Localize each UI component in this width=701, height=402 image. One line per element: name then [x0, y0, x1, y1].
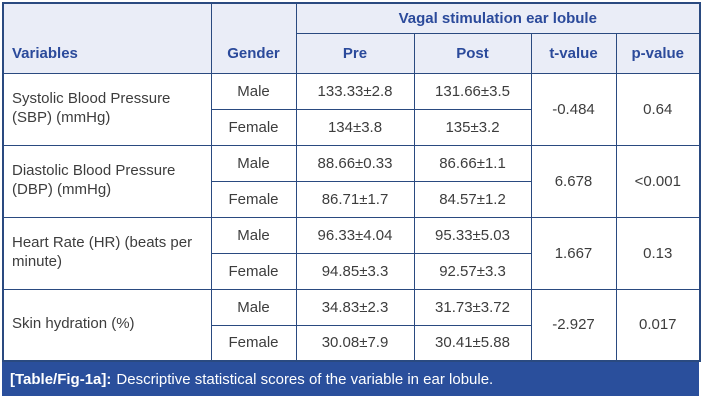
t-value-cell: 6.678 [530, 144, 617, 218]
p-value-cell: 0.64 [615, 72, 701, 146]
p-value-cell: <0.001 [615, 144, 701, 218]
gender-cell: Female [210, 252, 297, 290]
table-row: Skin hydration (%) Male 34.83±2.3 31.73±… [2, 288, 701, 362]
stats-table: Variables Gender Vagal stimulation ear l… [2, 2, 701, 362]
header-pre: Pre [295, 32, 415, 74]
value-cell-post: 31.73±3.72 [413, 288, 532, 326]
table-row: Diastolic Blood Pressure (DBP) (mmHg) Ma… [2, 144, 701, 218]
value-cell-post: 30.41±5.88 [413, 324, 532, 362]
value-cell-post: 95.33±5.03 [413, 216, 532, 254]
header-gender: Gender [210, 2, 297, 74]
table-row: Female 30.08±7.9 30.41±5.88 [3, 324, 700, 362]
value-cell-post: 86.66±1.1 [413, 144, 532, 182]
gender-cell: Male [210, 72, 297, 110]
caption-label: [Table/Fig-1a]: [10, 370, 112, 388]
gender-cell: Male [210, 288, 297, 326]
value-cell-pre: 34.83±2.3 [295, 288, 415, 326]
p-value-cell: 0.017 [615, 288, 701, 362]
table-row: Female 86.71±1.7 84.57±1.2 [3, 180, 700, 218]
header-variables: Variables [2, 2, 212, 74]
gender-cell: Female [210, 180, 297, 218]
t-value-cell: -2.927 [530, 288, 617, 362]
gender-cell: Male [210, 144, 297, 182]
table-row: Heart Rate (HR) (beats per minute) Male … [2, 216, 701, 290]
t-value-cell: 1.667 [530, 216, 617, 290]
value-cell-pre: 134±3.8 [295, 108, 415, 146]
header-group-title: Vagal stimulation ear lobule [295, 2, 701, 34]
table-row: Female 134±3.8 135±3.2 [3, 108, 700, 146]
value-cell-pre: 86.71±1.7 [295, 180, 415, 218]
value-cell-pre: 133.33±2.8 [295, 72, 415, 110]
variable-cell-sbp: Systolic Blood Pressure (SBP) (mmHg) [2, 72, 212, 146]
value-cell-post: 92.57±3.3 [413, 252, 532, 290]
table-body: Systolic Blood Pressure (SBP) (mmHg) Mal… [2, 72, 701, 362]
value-cell-post: 84.57±1.2 [413, 180, 532, 218]
header-row-columns: Pre Post t-value p-value [3, 32, 701, 74]
caption-text: Descriptive statistical scores of the va… [116, 370, 494, 388]
variable-cell-skin-hydration: Skin hydration (%) [2, 288, 212, 362]
t-value-cell: -0.484 [530, 72, 617, 146]
header-p-value: p-value [615, 32, 701, 74]
variable-cell-dbp: Diastolic Blood Pressure (DBP) (mmHg) [2, 144, 212, 218]
caption-bar: [Table/Fig-1a]: Descriptive statistical … [2, 362, 699, 396]
gender-cell: Female [210, 108, 297, 146]
table-header: Variables Gender Vagal stimulation ear l… [2, 2, 701, 74]
value-cell-pre: 88.66±0.33 [295, 144, 415, 182]
value-cell-post: 135±3.2 [413, 108, 532, 146]
value-cell-pre: 96.33±4.04 [295, 216, 415, 254]
value-cell-pre: 94.85±3.3 [295, 252, 415, 290]
header-post: Post [413, 32, 532, 74]
p-value-cell: 0.13 [615, 216, 701, 290]
gender-cell: Male [210, 216, 297, 254]
gender-cell: Female [210, 324, 297, 362]
table-row: Female 94.85±3.3 92.57±3.3 [3, 252, 700, 290]
table-row: Systolic Blood Pressure (SBP) (mmHg) Mal… [2, 72, 701, 146]
value-cell-post: 131.66±3.5 [413, 72, 532, 110]
header-row-group: Variables Gender Vagal stimulation ear l… [2, 2, 701, 74]
value-cell-pre: 30.08±7.9 [295, 324, 415, 362]
variable-cell-hr: Heart Rate (HR) (beats per minute) [2, 216, 212, 290]
header-t-value: t-value [530, 32, 617, 74]
